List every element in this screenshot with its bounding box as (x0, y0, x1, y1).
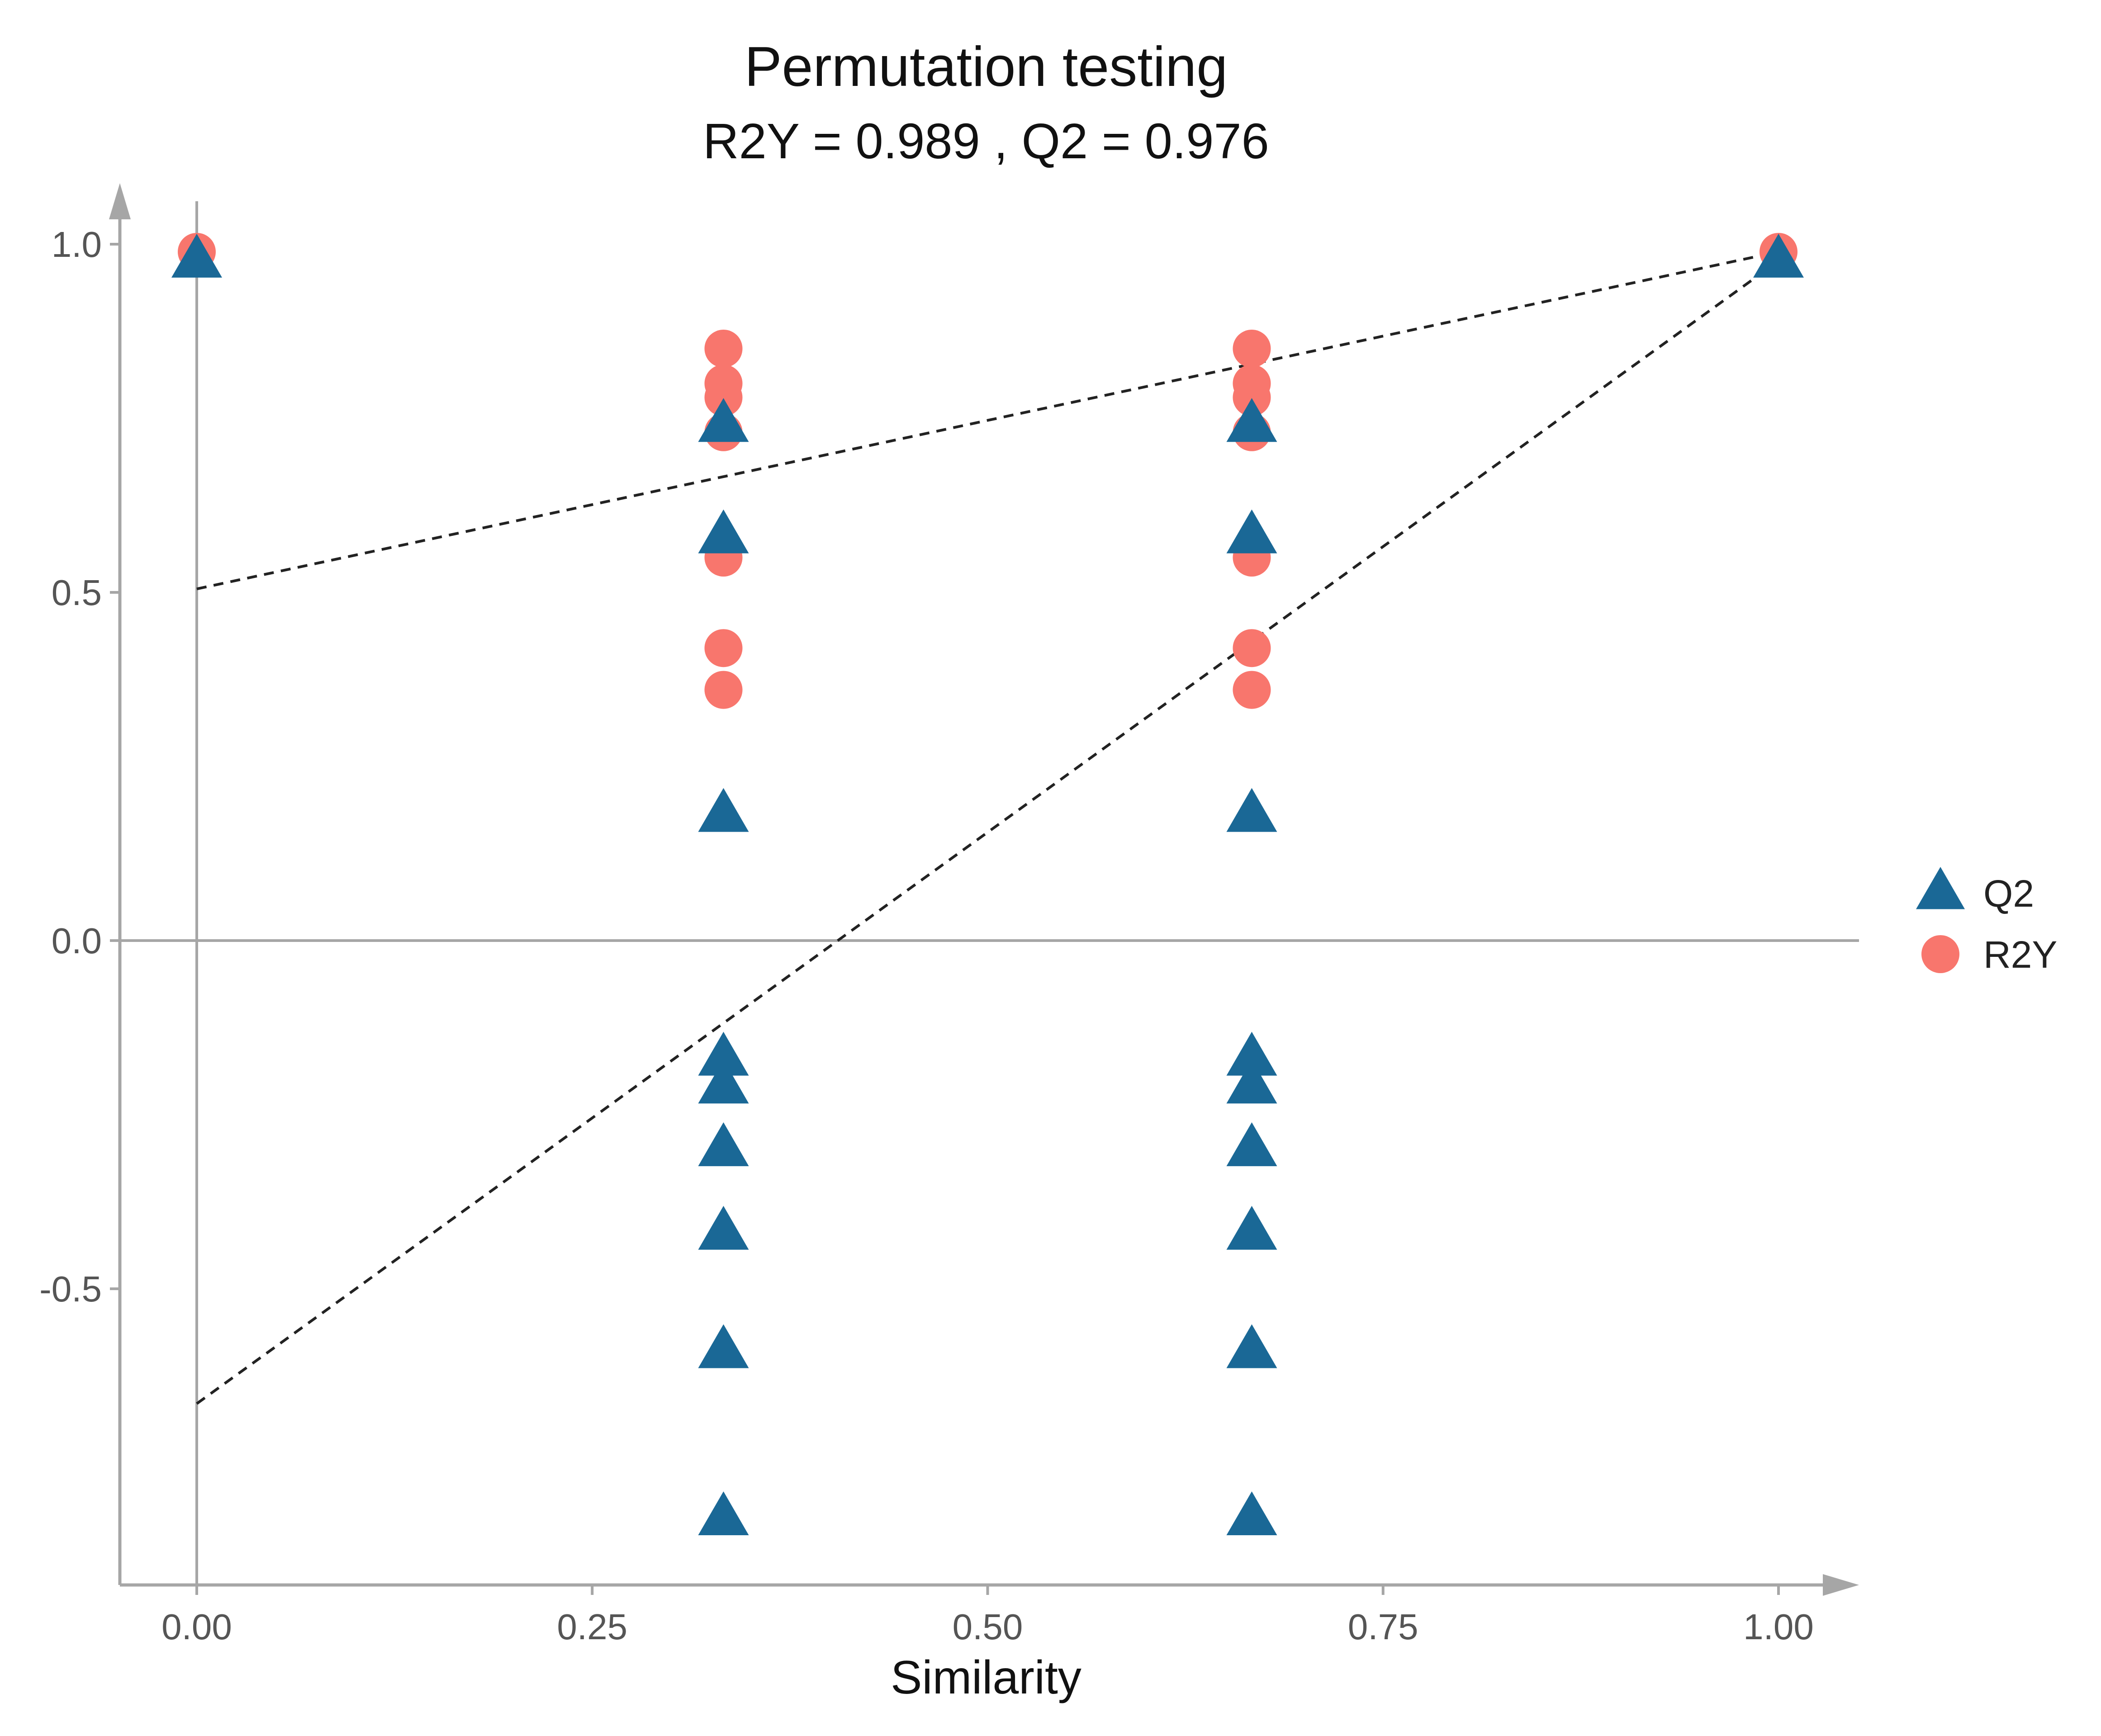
q2-point (698, 1031, 749, 1076)
y-tick-label: -0.5 (39, 1269, 102, 1309)
legend-label: Q2 (1983, 872, 2034, 915)
legend-label: R2Y (1983, 933, 2057, 976)
r2y-point (704, 330, 743, 368)
q2-point (1226, 1324, 1277, 1368)
axes-layer (109, 183, 1859, 1596)
q2-point (1226, 788, 1277, 832)
y-tick-label: 1.0 (52, 224, 102, 265)
y-tick-label: 0.0 (52, 921, 102, 961)
r2y-point (704, 629, 743, 667)
x-tick-label: 0.00 (161, 1607, 232, 1647)
chart-title: Permutation testing (745, 36, 1228, 98)
q2-point (1226, 1031, 1277, 1076)
x-axis-arrow (1823, 1574, 1859, 1596)
q2-point (1226, 1491, 1277, 1536)
reference-lines-layer (196, 251, 1779, 1405)
y-axis-arrow (109, 183, 131, 219)
q2-point (698, 1206, 749, 1250)
x-axis-title: Similarity (891, 1651, 1081, 1704)
legend-r2y-marker (1921, 935, 1959, 973)
r2y-point (704, 671, 743, 709)
r2y-point (1233, 330, 1271, 368)
x-tick-label: 0.25 (557, 1607, 627, 1647)
y-tick-label: 0.5 (52, 572, 102, 613)
x-tick-label: 0.75 (1348, 1607, 1418, 1647)
q2-point (1226, 398, 1277, 442)
regression-line (196, 260, 1779, 1405)
r2y-point (1233, 378, 1271, 416)
r2y-point (1233, 671, 1271, 709)
x-tick-label: 1.00 (1743, 1607, 1814, 1647)
q2-point (1226, 1122, 1277, 1166)
legend-q2-marker (1916, 867, 1965, 909)
q2-point (698, 1060, 749, 1104)
x-tick-label: 0.50 (953, 1607, 1023, 1647)
tick-labels-layer: 0.00 0.25 0.50 0.75 1.00 -0.5 0.0 0.5 1.0 (39, 224, 1814, 1647)
q2-point (1753, 233, 1804, 278)
regression-line (196, 251, 1779, 591)
q2-point (698, 1324, 749, 1368)
chart-subtitle: R2Y = 0.989 , Q2 = 0.976 (703, 114, 1269, 169)
q2-point (698, 398, 749, 442)
q2-point (698, 788, 749, 832)
q2-point (698, 1122, 749, 1166)
r2y-point (704, 378, 743, 416)
q2-point (698, 509, 749, 553)
q2-point (171, 233, 222, 278)
points-layer (171, 232, 1804, 1536)
q2-point (1226, 1060, 1277, 1104)
q2-point (698, 1491, 749, 1536)
q2-point (1226, 1206, 1277, 1250)
q2-point (1226, 509, 1277, 553)
r2y-point (1233, 629, 1271, 667)
